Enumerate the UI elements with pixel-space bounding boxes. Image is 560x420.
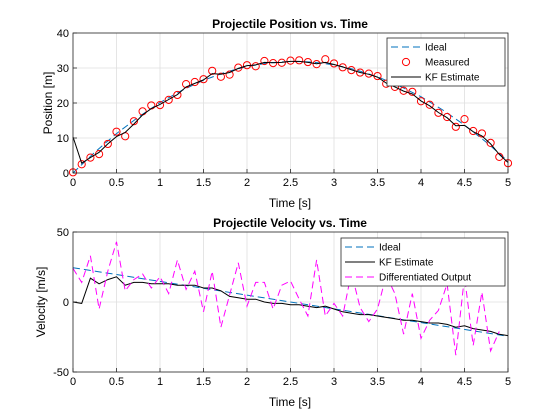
position-series-measured-point bbox=[164, 95, 173, 104]
position-legend-ideal-label: Ideal bbox=[425, 43, 447, 54]
velocity-chart-title: Projectile Velocity vs. Time bbox=[213, 216, 367, 230]
position-series-measured-point bbox=[451, 122, 460, 131]
position-series-measured-point bbox=[338, 63, 347, 72]
position-chart: Projectile Position vs. Time 0 0.5 1 1.5 2 2.… bbox=[41, 17, 513, 210]
position-series-measured-point bbox=[408, 87, 417, 96]
position-series-measured-point bbox=[199, 75, 208, 84]
position-legend-kf-estimate-label: KF Estimate bbox=[425, 73, 480, 84]
position-series-measured-point bbox=[443, 112, 452, 122]
velocity-series-kf-estimate-line bbox=[72, 276, 509, 337]
position-series-measured-point bbox=[182, 80, 191, 89]
position-xtick-label-8: 4 bbox=[418, 177, 424, 189]
position-series-measured-point bbox=[425, 100, 434, 109]
position-ytick-label-2: 20 bbox=[57, 98, 69, 110]
position-ticks: 0 0.5 1 1.5 2 2.5 3 3.5 4 4.5 5 0 10 20 30 40 bbox=[57, 28, 511, 189]
position-ytick-label-1: 10 bbox=[57, 133, 69, 145]
position-series-measured-point bbox=[399, 86, 408, 95]
position-legend-box bbox=[386, 37, 506, 87]
velocity-xtick-label-7: 3.5 bbox=[370, 376, 385, 388]
position-series-measured-point bbox=[416, 97, 426, 106]
position-series-measured-point bbox=[495, 152, 504, 161]
velocity-xtick-label-0: 0 bbox=[70, 376, 76, 388]
velocity-ytick-label-0: -50 bbox=[53, 367, 69, 379]
position-series-measured-point bbox=[129, 117, 138, 126]
velocity-ytick-label-1: 0 bbox=[63, 297, 69, 309]
position-series-measured-point bbox=[112, 127, 121, 136]
position-xtick-label-6: 3 bbox=[331, 177, 337, 189]
position-series-measured-point bbox=[469, 126, 478, 136]
velocity-series-differentiated-output-line bbox=[72, 241, 500, 356]
position-xtick-label-9: 4.5 bbox=[457, 177, 472, 189]
velocity-ylabel: Velocity [m/s] bbox=[34, 267, 48, 338]
velocity-xtick-label-6: 3 bbox=[331, 376, 337, 388]
position-legend: Ideal Measured KF Estimate bbox=[386, 37, 506, 87]
position-xtick-label-7: 3.5 bbox=[370, 177, 385, 189]
position-series-measured-point bbox=[155, 101, 165, 110]
velocity-xlabel: Time [s] bbox=[269, 395, 311, 409]
position-xlabel: Time [s] bbox=[269, 196, 311, 210]
position-series-measured-point bbox=[86, 153, 95, 162]
velocity-series-ideal-line bbox=[72, 267, 509, 337]
velocity-series bbox=[72, 241, 509, 356]
position-ytick-label-4: 40 bbox=[57, 28, 69, 40]
position-chart-title: Projectile Position vs. Time bbox=[212, 17, 368, 31]
velocity-xtick-label-4: 2 bbox=[244, 376, 250, 388]
position-xtick-label-5: 2.5 bbox=[283, 177, 298, 189]
position-series-measured-point bbox=[347, 66, 356, 75]
position-ytick-label-0: 0 bbox=[63, 168, 69, 180]
position-series-measured-point bbox=[77, 160, 86, 169]
velocity-chart: Projectile Velocity vs. Time 0 0.5 1 1.5 2 2.… bbox=[34, 216, 511, 409]
velocity-xtick-label-8: 4 bbox=[418, 376, 424, 388]
position-series-measured-point bbox=[460, 115, 469, 124]
velocity-legend-box bbox=[340, 237, 506, 287]
position-series-measured-point bbox=[286, 56, 295, 65]
position-xtick-label-4: 2 bbox=[244, 177, 250, 189]
position-series-measured-point bbox=[295, 56, 304, 65]
position-legend-measured-label: Measured bbox=[425, 58, 469, 69]
position-series-measured-point bbox=[173, 90, 182, 100]
velocity-legend-kf-estimate-label: KF Estimate bbox=[379, 258, 434, 269]
position-series-measured-point bbox=[225, 70, 234, 79]
position-series-measured-point bbox=[103, 139, 112, 149]
position-series-kf-estimate-line bbox=[72, 60, 509, 164]
position-xtick-label-2: 1 bbox=[157, 177, 163, 189]
velocity-legend: Ideal KF Estimate Differentiated Output bbox=[340, 237, 506, 287]
velocity-xtick-label-9: 4.5 bbox=[457, 376, 472, 388]
velocity-xtick-label-10: 5 bbox=[505, 376, 511, 388]
position-series-measured-point bbox=[486, 138, 495, 147]
position-xtick-label-1: 0.5 bbox=[109, 177, 124, 189]
position-series-measured-point bbox=[356, 68, 365, 77]
position-xtick-label-3: 1.5 bbox=[196, 177, 211, 189]
position-series-measured-point bbox=[216, 72, 225, 81]
position-series-measured-point bbox=[477, 129, 486, 138]
position-xtick-label-10: 5 bbox=[505, 177, 511, 189]
velocity-legend-differentiated-output-label: Differentiated Output bbox=[379, 273, 471, 284]
velocity-ytick-label-2: 50 bbox=[57, 227, 69, 239]
position-series-measured-point bbox=[260, 56, 269, 66]
velocity-xtick-label-1: 0.5 bbox=[109, 376, 124, 388]
position-xtick-label-0: 0 bbox=[70, 177, 76, 189]
velocity-xtick-label-2: 1 bbox=[157, 376, 163, 388]
position-legend-measured-swatch bbox=[401, 57, 411, 67]
velocity-xtick-label-3: 1.5 bbox=[196, 376, 211, 388]
position-series-measured-point bbox=[251, 62, 260, 71]
position-ylabel: Position [m] bbox=[41, 72, 55, 135]
position-series-measured-point bbox=[312, 60, 321, 69]
position-series bbox=[68, 55, 513, 177]
position-series-measured-point bbox=[208, 66, 217, 75]
position-series-measured-point bbox=[434, 108, 443, 117]
velocity-legend-ideal-label: Ideal bbox=[379, 243, 401, 254]
position-ytick-label-3: 30 bbox=[57, 63, 69, 75]
velocity-xtick-label-5: 2.5 bbox=[283, 376, 298, 388]
